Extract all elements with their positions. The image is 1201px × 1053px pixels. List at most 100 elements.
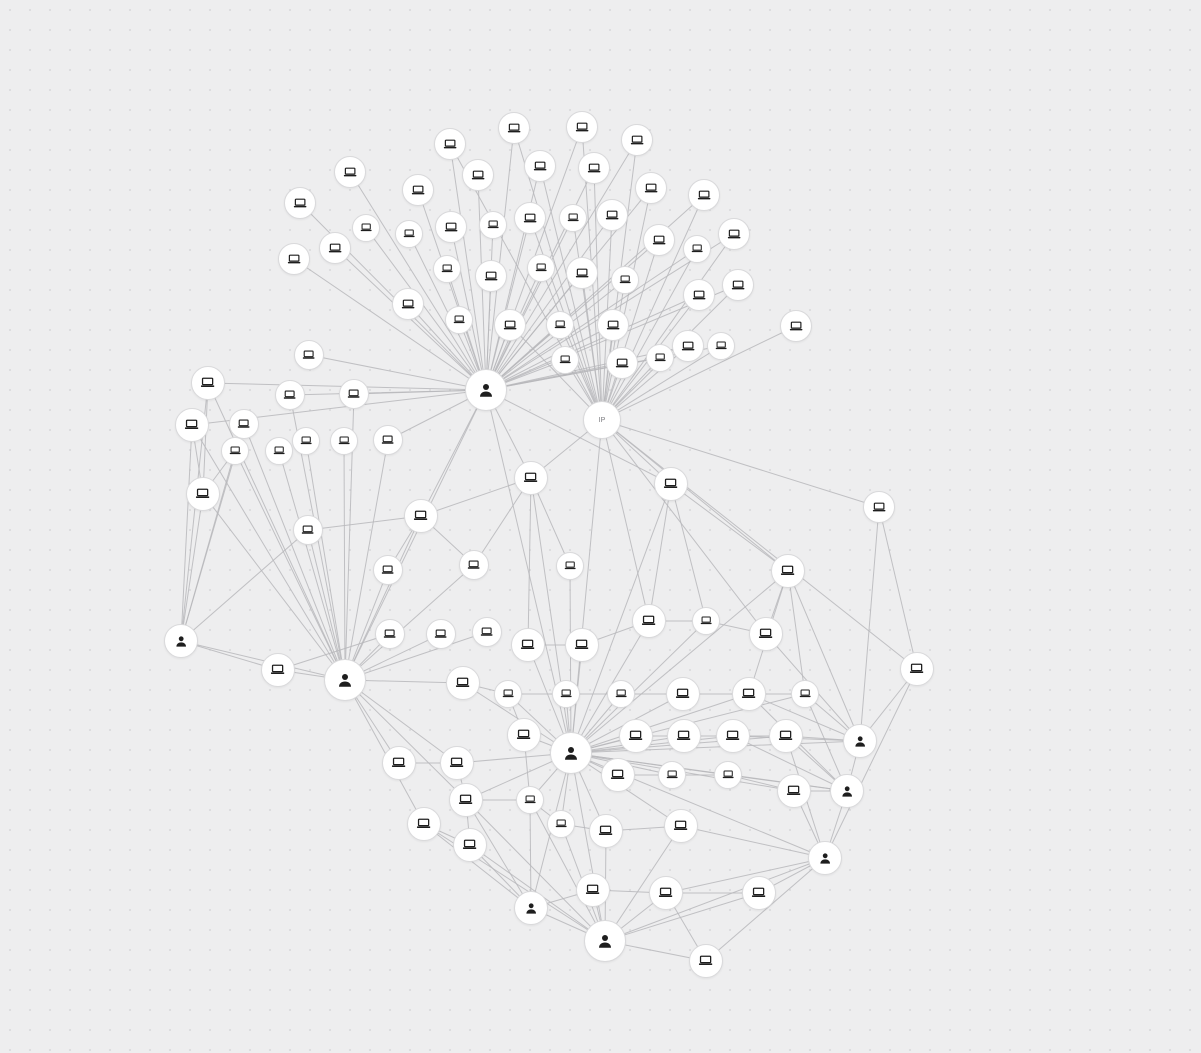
laptop-node[interactable] — [459, 550, 489, 580]
laptop-node[interactable] — [576, 873, 610, 907]
laptop-node[interactable] — [275, 380, 305, 410]
laptop-node[interactable] — [449, 783, 483, 817]
laptop-node[interactable] — [619, 719, 653, 753]
laptop-node[interactable] — [524, 150, 556, 182]
laptop-node[interactable] — [352, 214, 380, 242]
laptop-node[interactable] — [666, 677, 700, 711]
laptop-node[interactable] — [589, 814, 623, 848]
laptop-node[interactable] — [722, 269, 754, 301]
laptop-node[interactable] — [191, 366, 225, 400]
laptop-node[interactable] — [791, 680, 819, 708]
laptop-node[interactable] — [692, 607, 720, 635]
laptop-node[interactable] — [632, 604, 666, 638]
laptop-node[interactable] — [507, 718, 541, 752]
laptop-node[interactable] — [404, 499, 438, 533]
laptop-node[interactable] — [293, 515, 323, 545]
laptop-node[interactable] — [511, 628, 545, 662]
person-node[interactable] — [514, 891, 548, 925]
laptop-node[interactable] — [186, 477, 220, 511]
laptop-node[interactable] — [435, 211, 467, 243]
laptop-node[interactable] — [433, 255, 461, 283]
laptop-node[interactable] — [475, 260, 507, 292]
laptop-node[interactable] — [667, 719, 701, 753]
laptop-node[interactable] — [434, 128, 466, 160]
laptop-node[interactable] — [556, 552, 584, 580]
laptop-node[interactable] — [683, 235, 711, 263]
laptop-node[interactable] — [607, 680, 635, 708]
person-node[interactable] — [843, 724, 877, 758]
laptop-node[interactable] — [294, 340, 324, 370]
laptop-node[interactable] — [330, 427, 358, 455]
laptop-node[interactable] — [566, 257, 598, 289]
laptop-node[interactable] — [551, 346, 579, 374]
person-node[interactable] — [808, 841, 842, 875]
laptop-node[interactable] — [284, 187, 316, 219]
laptop-node[interactable] — [229, 409, 259, 439]
laptop-node[interactable] — [606, 347, 638, 379]
laptop-node[interactable] — [265, 437, 293, 465]
laptop-node[interactable] — [494, 309, 526, 341]
laptop-node[interactable] — [672, 330, 704, 362]
laptop-node[interactable] — [514, 202, 546, 234]
laptop-node[interactable] — [392, 288, 424, 320]
laptop-node[interactable] — [498, 112, 530, 144]
laptop-node[interactable] — [565, 628, 599, 662]
laptop-node[interactable] — [683, 279, 715, 311]
laptop-node[interactable] — [395, 220, 423, 248]
laptop-node[interactable] — [621, 124, 653, 156]
laptop-node[interactable] — [689, 944, 723, 978]
laptop-node[interactable] — [334, 156, 366, 188]
laptop-node[interactable] — [707, 332, 735, 360]
laptop-node[interactable] — [221, 437, 249, 465]
person-node[interactable] — [164, 624, 198, 658]
laptop-node[interactable] — [494, 680, 522, 708]
laptop-node[interactable] — [601, 758, 635, 792]
person-node[interactable] — [324, 659, 366, 701]
laptop-node[interactable] — [319, 232, 351, 264]
person-node[interactable] — [584, 920, 626, 962]
laptop-node[interactable] — [658, 761, 686, 789]
laptop-node[interactable] — [292, 427, 320, 455]
laptop-node[interactable] — [261, 653, 295, 687]
laptop-node[interactable] — [596, 199, 628, 231]
laptop-node[interactable] — [718, 218, 750, 250]
ip-node[interactable]: IP — [583, 401, 621, 439]
laptop-node[interactable] — [742, 876, 776, 910]
laptop-node[interactable] — [445, 306, 473, 334]
laptop-node[interactable] — [714, 761, 742, 789]
laptop-node[interactable] — [516, 786, 544, 814]
laptop-node[interactable] — [635, 172, 667, 204]
person-node[interactable] — [550, 732, 592, 774]
laptop-node[interactable] — [527, 254, 555, 282]
person-node[interactable] — [465, 369, 507, 411]
laptop-node[interactable] — [780, 310, 812, 342]
laptop-node[interactable] — [175, 408, 209, 442]
laptop-node[interactable] — [552, 680, 580, 708]
laptop-node[interactable] — [654, 467, 688, 501]
graph-canvas[interactable]: IP — [0, 0, 1201, 1053]
laptop-node[interactable] — [278, 243, 310, 275]
laptop-node[interactable] — [373, 425, 403, 455]
laptop-node[interactable] — [547, 810, 575, 838]
laptop-node[interactable] — [863, 491, 895, 523]
laptop-node[interactable] — [771, 554, 805, 588]
laptop-node[interactable] — [777, 774, 811, 808]
laptop-node[interactable] — [646, 344, 674, 372]
laptop-node[interactable] — [382, 746, 416, 780]
laptop-node[interactable] — [440, 746, 474, 780]
laptop-node[interactable] — [472, 617, 502, 647]
laptop-node[interactable] — [479, 211, 507, 239]
laptop-node[interactable] — [339, 379, 369, 409]
laptop-node[interactable] — [402, 174, 434, 206]
laptop-node[interactable] — [643, 224, 675, 256]
laptop-node[interactable] — [900, 652, 934, 686]
laptop-node[interactable] — [769, 719, 803, 753]
laptop-node[interactable] — [578, 152, 610, 184]
laptop-node[interactable] — [559, 204, 587, 232]
laptop-node[interactable] — [546, 311, 574, 339]
laptop-node[interactable] — [375, 619, 405, 649]
laptop-node[interactable] — [597, 309, 629, 341]
laptop-node[interactable] — [426, 619, 456, 649]
laptop-node[interactable] — [373, 555, 403, 585]
laptop-node[interactable] — [566, 111, 598, 143]
